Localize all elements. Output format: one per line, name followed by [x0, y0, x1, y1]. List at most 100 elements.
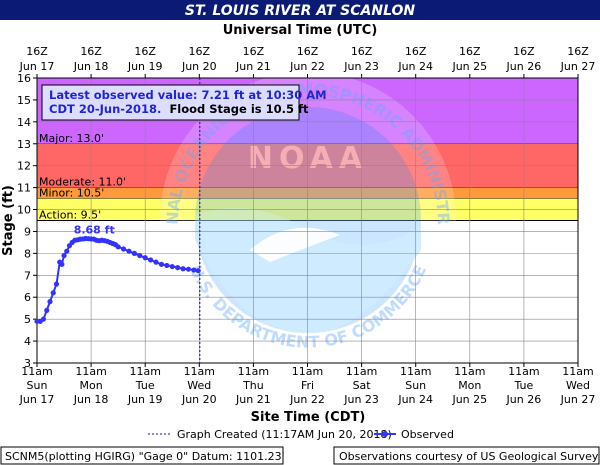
- top-tick-date: Jun 17: [19, 60, 55, 73]
- y-axis-label: Stage (ft): [1, 185, 16, 256]
- observed-point: [61, 252, 67, 259]
- legend-graph-created: Graph Created (11:17AM Jun 20, 2018): [177, 428, 392, 441]
- title-bar: [0, 0, 600, 20]
- top-tick-date: Jun 22: [289, 60, 325, 73]
- top-axis-label: Universal Time (UTC): [223, 23, 378, 38]
- top-tick-date: Jun 27: [560, 60, 596, 73]
- bottom-tick-time: 11am: [238, 365, 269, 378]
- bottom-tick-time: 11am: [346, 365, 377, 378]
- top-tick-label: 16Z: [243, 45, 265, 58]
- observed-point: [148, 257, 154, 263]
- x-axis-label: Site Time (CDT): [251, 410, 366, 425]
- observed-point: [158, 261, 165, 267]
- top-tick-label: 16Z: [567, 45, 589, 58]
- latest-value-line2: CDT 20-Jun-2018. Flood Stage is 10.5 ft: [49, 102, 309, 116]
- watermark-center-text: NOAA: [248, 141, 368, 176]
- observed-point: [40, 316, 47, 322]
- plot-frame: [36, 77, 579, 364]
- bottom-tick-time: 11am: [454, 365, 485, 378]
- legend-observed-marker: [382, 431, 388, 437]
- observed-point: [59, 261, 65, 267]
- bottom-tick-date: Jun 26: [506, 393, 542, 406]
- bottom-tick-day: Sun: [405, 379, 426, 392]
- latest-value-line1: Latest observed value: 7.21 ft at 10:30 …: [49, 88, 327, 102]
- latest-value-date: CDT 20-Jun-2018.: [49, 102, 161, 116]
- bottom-tick-time: 11am: [21, 365, 52, 378]
- y-tick-label: 15: [17, 94, 31, 107]
- watermark-outer-ring: [160, 72, 456, 368]
- bottom-tick-day: Tue: [135, 379, 155, 392]
- observed-point: [195, 268, 201, 274]
- observed-point: [53, 281, 60, 287]
- observed-point: [169, 263, 175, 270]
- y-tick-label: 8: [24, 247, 31, 260]
- top-tick-label: 16Z: [26, 45, 48, 58]
- observed-point: [64, 248, 70, 254]
- observed-point: [137, 252, 143, 259]
- y-tick-label: 6: [24, 291, 31, 304]
- observed-point: [120, 246, 127, 252]
- footer-left-box: [0, 446, 284, 465]
- y-tick-label: 4: [24, 335, 31, 348]
- bottom-tick-date: Jun 19: [127, 393, 163, 406]
- watermark-inner-disc: [195, 107, 421, 333]
- footer-credit-text: Observations courtesy of US Geological S…: [339, 450, 599, 463]
- top-tick-date: Jun 19: [127, 60, 163, 73]
- peak-value-label: 8.68 ft: [74, 223, 115, 236]
- top-tick-date: Jun 20: [181, 60, 217, 73]
- legend: Graph Created (11:17AM Jun 20, 2018) Obs…: [148, 428, 454, 441]
- top-axis-ticks: 16Z Jun 17 16Z Jun 18 16Z Jun 19 16Z Jun 20 16Z J…: [19, 45, 596, 78]
- bottom-tick-date: Jun 21: [235, 393, 271, 406]
- bottom-tick-date: Jun 24: [397, 393, 433, 406]
- observed-point: [175, 265, 181, 271]
- observed-point: [126, 248, 132, 254]
- flood-zone-label: Action: 9.5': [39, 209, 101, 222]
- flood-stage-text: Flood Stage is 10.5 ft: [169, 102, 309, 116]
- bottom-tick-time: 11am: [184, 365, 215, 378]
- observed-point: [164, 262, 170, 269]
- bottom-tick-date: Jun 17: [19, 393, 55, 406]
- top-tick-label: 16Z: [189, 45, 211, 58]
- bottom-tick-time: 11am: [508, 365, 539, 378]
- bottom-tick-day: Sun: [27, 379, 48, 392]
- bottom-tick-day: Mon: [79, 379, 102, 392]
- bottom-tick-day: Sat: [353, 379, 372, 392]
- chart-title: ST. LOUIS RIVER AT SCANLON: [185, 3, 415, 19]
- top-tick-label: 16Z: [80, 45, 102, 58]
- bottom-tick-date: Jun 23: [343, 393, 379, 406]
- bottom-tick-time: 11am: [400, 365, 431, 378]
- top-tick-label: 16Z: [513, 45, 535, 58]
- footer: SCNM5(plotting HGIRG) "Gage 0" Datum: 11…: [0, 446, 600, 465]
- top-tick-label: 16Z: [297, 45, 319, 58]
- observed-point: [44, 307, 50, 313]
- observed-point: [47, 299, 53, 305]
- top-tick-date: Jun 26: [506, 60, 542, 73]
- y-tick-label: 13: [17, 138, 31, 151]
- top-tick-date: Jun 23: [343, 60, 379, 73]
- y-tick-label: 10: [17, 204, 31, 217]
- latest-value-box-bg: [41, 84, 300, 121]
- grid-lines: [37, 78, 578, 363]
- observed-point: [185, 266, 192, 272]
- series-observed: [34, 78, 201, 363]
- y-tick-label: 12: [17, 160, 31, 173]
- observed-point: [115, 244, 121, 250]
- bottom-tick-date: Jun 27: [560, 393, 596, 406]
- bottom-tick-day: Tue: [514, 379, 534, 392]
- top-tick-label: 16Z: [405, 45, 427, 58]
- observed-point: [50, 290, 56, 296]
- bottom-tick-day: Thu: [242, 379, 264, 392]
- flood-zone-label: Moderate: 11.0': [39, 176, 126, 189]
- top-tick-label: 16Z: [351, 45, 373, 58]
- y-tick-label: 14: [17, 116, 31, 129]
- flood-zone-label: Major: 13.0': [39, 132, 104, 145]
- bottom-tick-time: 11am: [562, 365, 593, 378]
- top-tick-date: Jun 24: [397, 60, 433, 73]
- bottom-tick-date: Jun 25: [451, 393, 487, 406]
- y-tick-label: 11: [17, 182, 31, 195]
- top-tick-date: Jun 18: [73, 60, 109, 73]
- legend-observed: Observed: [401, 428, 454, 441]
- flood-zone-labels: Major: 13.0' Moderate: 11.0'Minor: 10.5' A…: [39, 132, 126, 222]
